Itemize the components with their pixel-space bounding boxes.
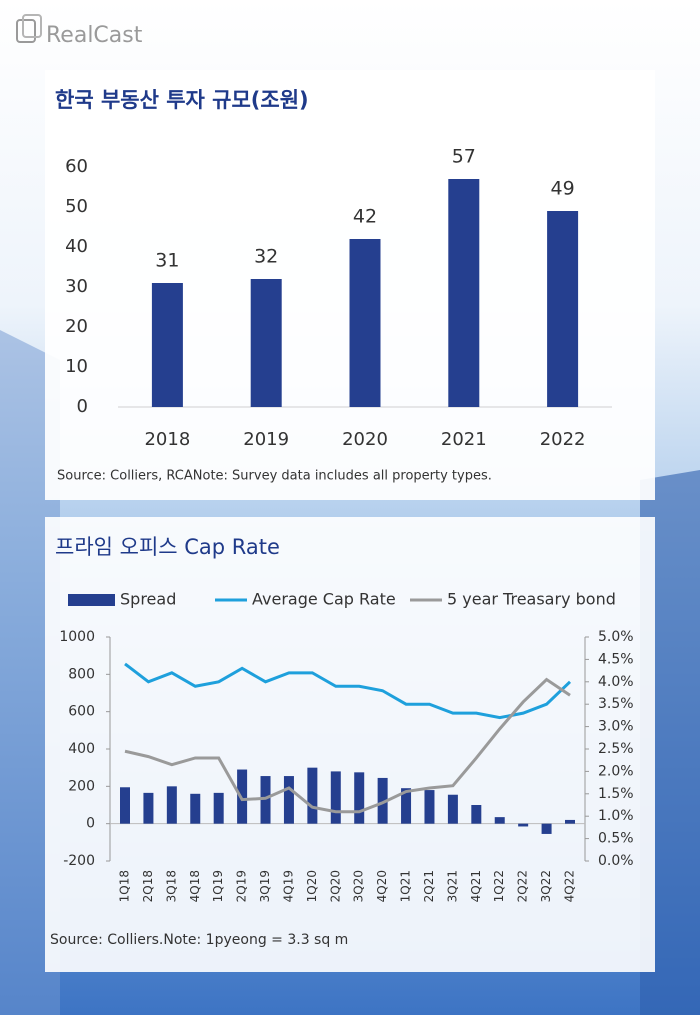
x-tick-label: 3Q19 — [258, 870, 272, 902]
bar — [349, 239, 381, 407]
y2-tick-label: 0.0% — [598, 853, 634, 869]
x-tick-label: 3Q22 — [539, 870, 553, 902]
y-tick-label: 30 — [65, 276, 88, 297]
legend-label: 5 year Treasary bond — [447, 590, 616, 609]
x-tick-label: 3Q20 — [352, 870, 366, 902]
x-tick-label: 1Q18 — [118, 870, 132, 902]
y2-tick-label: 1.0% — [598, 808, 634, 824]
x-tick-label: 4Q22 — [563, 870, 577, 902]
chart-title: 한국 부동산 투자 규모(조원) — [55, 88, 309, 112]
bar — [377, 777, 388, 824]
x-tick-label: 2Q19 — [235, 870, 249, 902]
y2-tick-label: 2.5% — [598, 741, 634, 757]
value-label: 32 — [254, 246, 278, 268]
x-tick-label: 3Q18 — [164, 870, 178, 902]
y2-tick-label: 4.5% — [598, 651, 634, 667]
value-label: 57 — [452, 146, 476, 168]
bar — [260, 776, 271, 824]
bar — [547, 211, 579, 407]
y-tick-label: 1000 — [59, 629, 95, 645]
bar — [166, 786, 177, 824]
x-tick-label: 1Q21 — [399, 870, 413, 902]
line — [124, 677, 571, 814]
x-tick-label: 2018 — [144, 429, 190, 450]
y2-tick-label: 3.5% — [598, 696, 634, 712]
bar — [307, 767, 318, 824]
x-tick-label: 2Q22 — [516, 870, 530, 902]
x-tick-label: 4Q20 — [375, 870, 389, 902]
y-tick-label: -200 — [63, 853, 95, 869]
x-tick-label: 2019 — [243, 429, 289, 450]
x-tick-label: 2021 — [441, 429, 487, 450]
y-tick-label: 20 — [65, 316, 88, 337]
bar — [494, 817, 505, 824]
x-tick-label: 2020 — [342, 429, 388, 450]
y-tick-label: 50 — [65, 196, 88, 217]
x-tick-label: 1Q20 — [305, 870, 319, 902]
y-tick-label: 600 — [68, 704, 95, 720]
value-label: 49 — [551, 178, 575, 200]
bar — [151, 283, 183, 407]
bar — [471, 805, 482, 824]
value-label: 31 — [155, 250, 179, 272]
note: Source: Colliers.Note: 1pyeong = 3.3 sq … — [50, 932, 348, 948]
bar — [518, 823, 529, 827]
y-tick-label: 60 — [65, 156, 88, 177]
legend-swatch — [68, 594, 115, 606]
bar — [541, 823, 552, 834]
value-label: 42 — [353, 206, 377, 228]
note: Source: Colliers, RCANote: Survey data i… — [57, 469, 492, 484]
y-tick-label: 800 — [68, 666, 95, 682]
x-tick-label: 2022 — [540, 429, 586, 450]
bar — [354, 772, 365, 824]
bar — [565, 819, 575, 824]
y2-tick-label: 2.0% — [598, 763, 634, 779]
bar — [250, 279, 282, 407]
y2-tick-label: 4.0% — [598, 674, 634, 690]
y-tick-label: 10 — [65, 356, 88, 377]
panel — [45, 517, 655, 972]
bar — [143, 792, 154, 824]
x-tick-label: 1Q19 — [211, 870, 225, 902]
line — [124, 662, 572, 720]
x-tick-label: 2Q21 — [422, 870, 436, 902]
logo: RealCast — [16, 14, 143, 48]
y-tick-label: 40 — [65, 236, 88, 257]
x-tick-label: 4Q21 — [469, 870, 483, 902]
y-tick-label: 0 — [77, 396, 88, 417]
bar — [401, 788, 412, 824]
x-tick-label: 4Q18 — [188, 870, 202, 902]
bar — [447, 794, 458, 824]
brand: RealCast — [46, 23, 143, 48]
x-tick-label: 4Q19 — [281, 870, 295, 902]
bar — [330, 771, 341, 824]
x-tick-label: 1Q22 — [492, 870, 506, 902]
y2-tick-label: 3.0% — [598, 719, 634, 735]
bar — [190, 793, 201, 824]
bar — [213, 792, 224, 824]
x-tick-label: 2Q18 — [141, 870, 155, 902]
bar — [283, 776, 294, 824]
y-tick-label: 0 — [86, 816, 95, 832]
legend-label: Average Cap Rate — [252, 590, 396, 609]
chart-title: 프라임 오피스 Cap Rate — [55, 535, 280, 559]
x-tick-label: 3Q21 — [445, 870, 459, 902]
x-tick-label: 2Q20 — [328, 870, 342, 902]
legend-label: Spread — [120, 590, 176, 609]
bar — [424, 790, 435, 824]
y2-tick-label: 5.0% — [598, 629, 634, 645]
bar — [120, 787, 130, 824]
y-tick-label: 200 — [68, 778, 95, 794]
y2-tick-label: 1.5% — [598, 786, 634, 802]
bar — [448, 179, 480, 407]
y-tick-label: 400 — [68, 741, 95, 757]
y2-tick-label: 0.5% — [598, 831, 634, 847]
